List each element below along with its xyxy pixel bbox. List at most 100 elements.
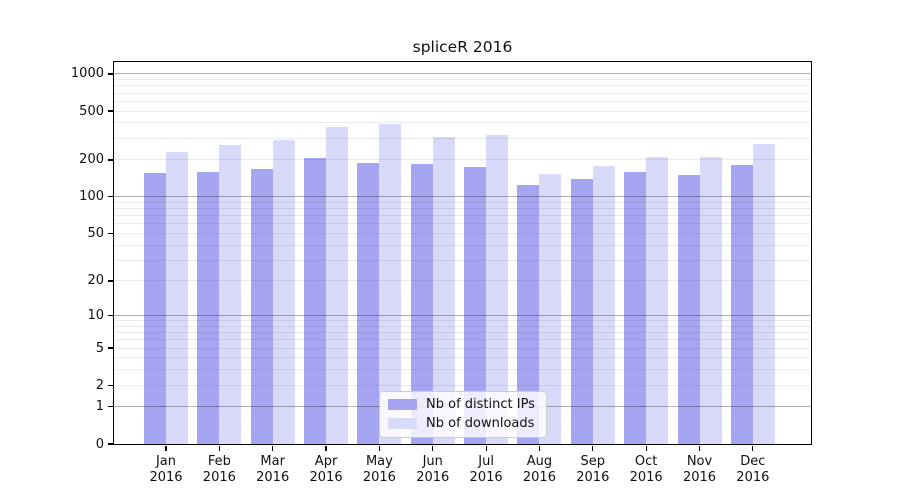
y-tick-label: 500: [79, 103, 104, 119]
y-axis-tick: [108, 159, 113, 161]
bar-downloads: [272, 140, 295, 444]
x-tick-year: 2016: [736, 470, 770, 485]
x-tick-month: Dec: [740, 454, 766, 469]
x-tick-month: Jan: [155, 454, 177, 469]
bar-downloads: [646, 156, 669, 444]
bar-distinct-ips: [250, 169, 273, 444]
x-tick-year: 2016: [576, 470, 610, 485]
x-tick-label: Jul 2016: [456, 454, 516, 486]
legend-swatch-downloads: [388, 418, 417, 429]
bar-distinct-ips: [144, 172, 166, 444]
y-axis-tick: [108, 110, 113, 112]
y-tick-label: 1000: [70, 66, 104, 82]
y-axis-tick: [108, 280, 113, 282]
x-axis-tick: [378, 446, 380, 451]
x-tick-month: Oct: [634, 454, 658, 469]
bar-downloads: [752, 143, 775, 444]
y-axis-tick: [108, 232, 113, 234]
x-tick-month: Apr: [314, 454, 338, 469]
x-axis-tick: [432, 446, 434, 451]
y-tick-label: 2: [95, 377, 104, 393]
y-tick-label: 50: [87, 225, 104, 241]
x-tick-year: 2016: [522, 470, 556, 485]
bar-downloads: [219, 144, 242, 444]
x-tick-label: Mar 2016: [243, 454, 303, 486]
y-tick-label: 20: [87, 273, 104, 289]
x-tick-month: May: [365, 454, 393, 469]
legend-label-distinct-ips: Nb of distinct IPs: [426, 397, 535, 412]
x-tick-label: May 2016: [349, 454, 409, 486]
bar-downloads: [699, 157, 722, 444]
y-tick-label: 0: [95, 436, 104, 452]
x-axis-tick: [538, 446, 541, 451]
x-axis-tick: [218, 446, 220, 451]
x-axis-tick: [752, 446, 754, 451]
x-tick-label: Aug 2016: [509, 454, 569, 486]
x-axis-tick: [485, 446, 487, 451]
x-tick-month: Feb: [207, 454, 231, 469]
bar-distinct-ips: [730, 164, 753, 444]
y-tick-label: 1: [95, 399, 104, 415]
x-axis-tick: [325, 446, 327, 451]
x-axis-tick: [272, 446, 274, 451]
x-tick-year: 2016: [629, 470, 663, 485]
x-tick-year: 2016: [309, 470, 343, 485]
x-tick-month: Sep: [580, 454, 606, 469]
x-axis-tick: [592, 446, 594, 451]
x-tick-label: Jan 2016: [136, 454, 196, 486]
bar-distinct-ips: [517, 184, 540, 444]
y-axis-tick: [108, 384, 113, 386]
x-tick-month: Jun: [422, 454, 443, 469]
x-tick-label: Feb 2016: [189, 454, 249, 486]
x-tick-label: Apr 2016: [296, 454, 356, 486]
x-tick-year: 2016: [469, 470, 503, 485]
x-tick-year: 2016: [416, 470, 450, 485]
y-axis-tick: [108, 443, 113, 445]
x-tick-month: Nov: [686, 454, 713, 469]
bar-distinct-ips: [464, 167, 487, 444]
x-tick-month: Mar: [260, 454, 285, 469]
bar-downloads: [326, 127, 349, 444]
bar-downloads: [432, 136, 455, 444]
y-axis-tick: [108, 196, 113, 198]
x-axis-tick: [698, 446, 701, 451]
x-tick-label: Jun 2016: [403, 454, 463, 486]
bar-distinct-ips: [304, 158, 327, 444]
bar-distinct-ips: [357, 162, 380, 444]
bar-distinct-ips: [624, 171, 647, 444]
y-axis-tick: [108, 73, 113, 75]
x-tick-year: 2016: [362, 470, 396, 485]
bar-downloads: [592, 165, 615, 444]
x-tick-year: 2016: [202, 470, 236, 485]
bar-downloads: [539, 173, 562, 444]
x-tick-label: Sep 2016: [563, 454, 623, 486]
x-tick-year: 2016: [682, 470, 717, 485]
x-axis-tick: [165, 446, 167, 451]
legend-item-distinct-ips: Nb of distinct IPs: [388, 397, 538, 412]
bar-downloads: [166, 152, 188, 444]
bars-layer: [114, 62, 811, 444]
y-axis-tick: [108, 314, 113, 317]
y-tick-label: 10: [87, 308, 104, 324]
legend-swatch-distinct-ips: [388, 399, 417, 410]
legend-item-downloads: Nb of downloads: [388, 416, 538, 431]
y-tick-label: 200: [79, 152, 104, 168]
bar-downloads: [486, 134, 509, 444]
bar-distinct-ips: [570, 178, 593, 444]
y-tick-label: 5: [95, 340, 104, 356]
x-tick-month: Aug: [526, 454, 553, 469]
y-tick-label: 100: [79, 189, 104, 205]
bar-downloads: [379, 123, 402, 444]
x-tick-label: Oct 2016: [616, 454, 676, 486]
plot-area: 0 1 2 5 10 20 50 100 200 500 1000 Jan 2016 Feb 2016 Mar…: [71, 61, 812, 485]
y-axis-tick: [108, 406, 113, 408]
x-tick-month: Jul: [478, 454, 494, 469]
legend-label-downloads: Nb of downloads: [426, 416, 535, 431]
legend: Nb of distinct IPs Nb of downloads: [379, 391, 547, 438]
bar-distinct-ips: [197, 172, 220, 444]
bar-distinct-ips: [410, 164, 433, 444]
x-tick-year: 2016: [149, 470, 183, 485]
x-axis-tick: [645, 446, 647, 451]
x-tick-label: Dec 2016: [723, 454, 783, 486]
